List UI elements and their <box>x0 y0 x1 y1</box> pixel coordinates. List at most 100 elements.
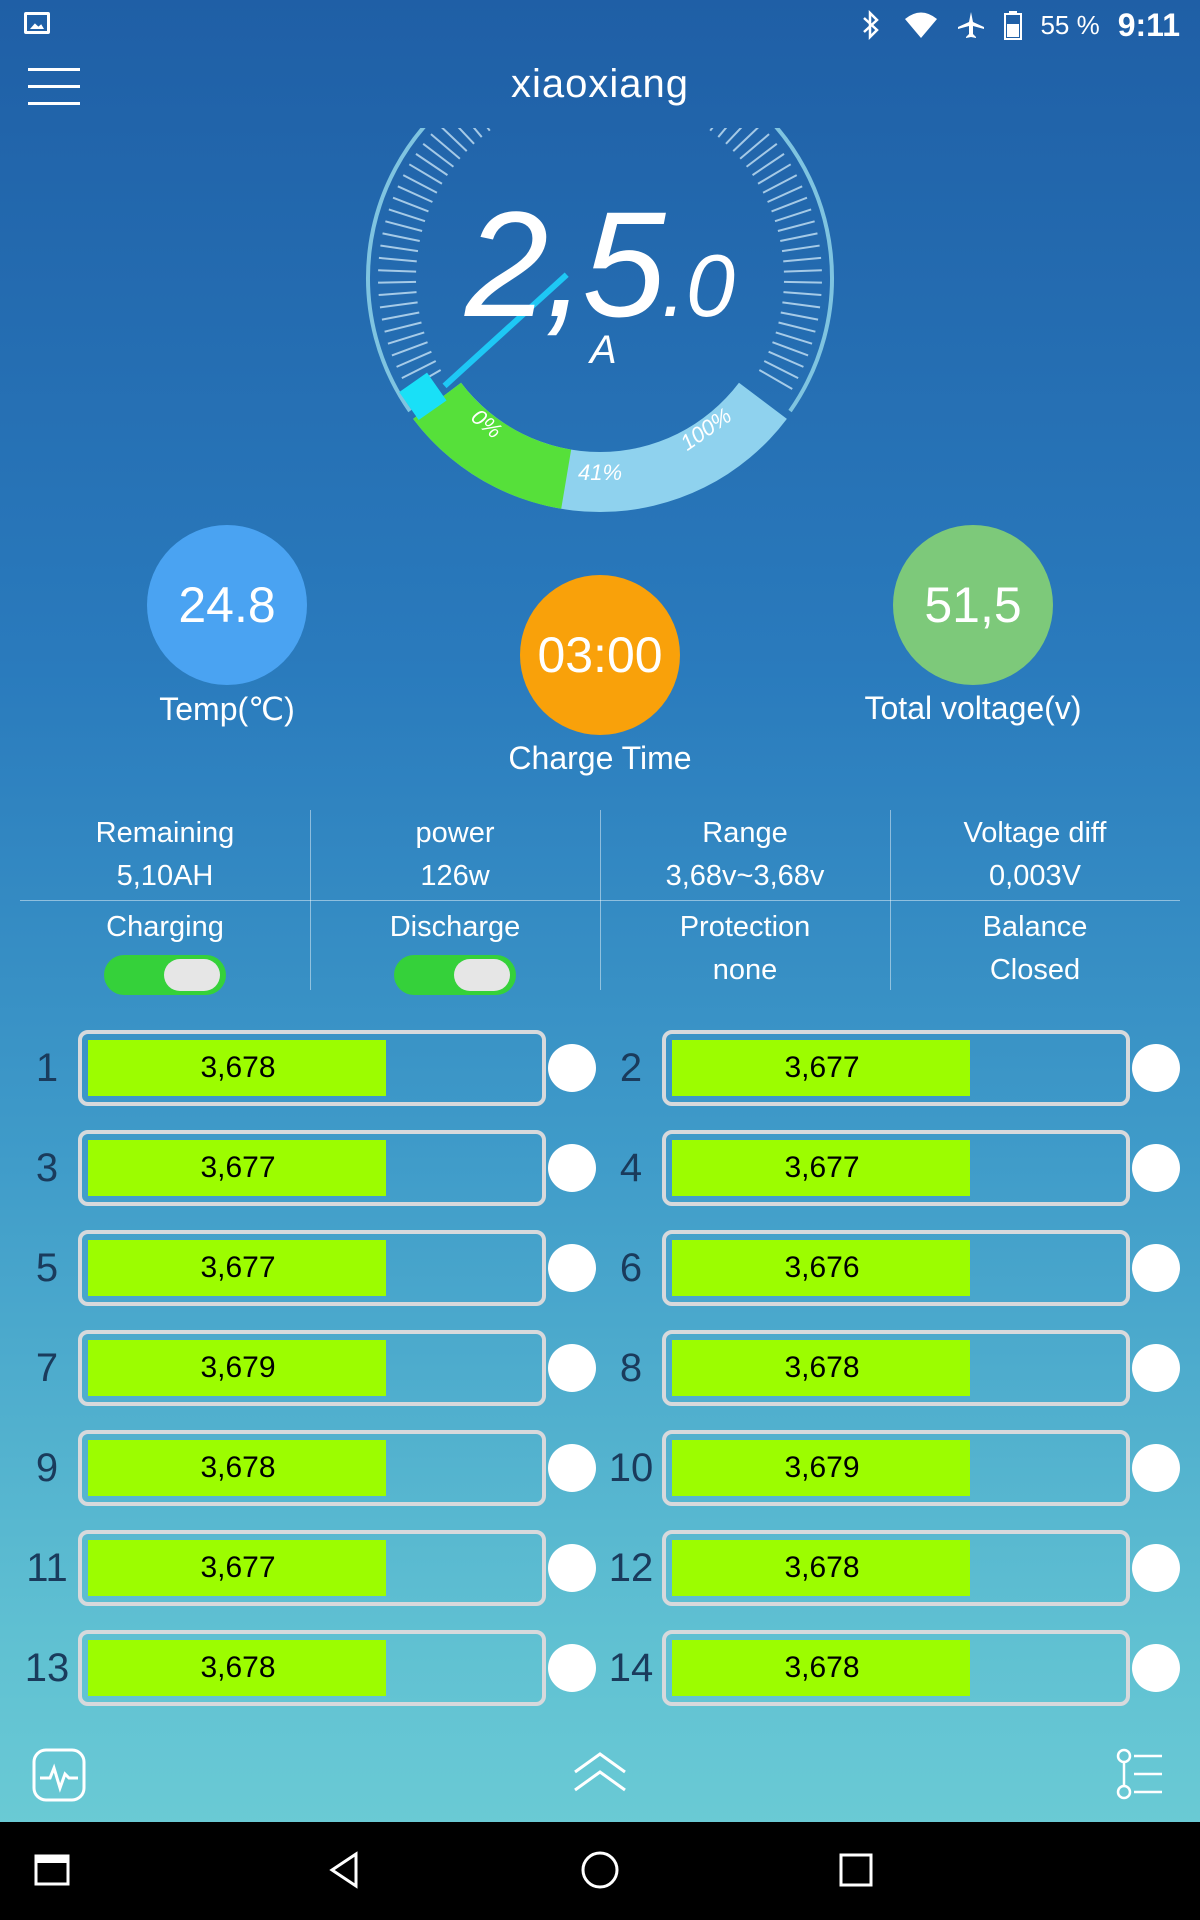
voltage-diff-label: Voltage diff <box>963 817 1107 849</box>
cell-voltage-fill <box>88 1040 386 1096</box>
page-title: xiaoxiang <box>510 62 689 106</box>
gauge-tick <box>430 133 461 160</box>
cell-voltage-value: 3,676 <box>784 1251 860 1284</box>
cell-row: 11 3,677 <box>12 1526 602 1606</box>
cell-number: 12 <box>608 1546 654 1590</box>
remaining-label: Remaining <box>95 817 235 849</box>
clock: 9:11 <box>1117 6 1180 43</box>
cell-voltage-value: 3,677 <box>784 1151 860 1184</box>
cell-voltage-value: 3,677 <box>200 1551 276 1584</box>
gauge-tick <box>780 232 818 242</box>
cell-voltage-fill <box>672 1540 970 1596</box>
gauge-tick <box>438 124 468 152</box>
system-nav-bar <box>0 1822 1200 1920</box>
gauge-tick <box>380 244 419 253</box>
cell-voltage-bar: 3,676 <box>662 1230 1130 1306</box>
cell-balance-indicator <box>548 1244 596 1292</box>
gauge-tick <box>751 153 785 176</box>
window-icon[interactable] <box>34 1850 70 1895</box>
cell-voltage-value: 3,677 <box>200 1151 276 1184</box>
cell-number: 2 <box>619 1046 643 1090</box>
gauge-tick <box>388 208 426 223</box>
cell-voltage-bar: 3,679 <box>662 1430 1130 1506</box>
power-value: 126w <box>420 860 490 892</box>
range-label: Range <box>702 817 788 849</box>
menu-icon[interactable] <box>28 68 80 108</box>
gauge-tick <box>763 360 799 379</box>
cell-balance-indicator <box>1132 1144 1180 1192</box>
cell-balance-indicator <box>1132 1344 1180 1392</box>
gauge-tick <box>739 133 770 160</box>
total-voltage-label: Total voltage(v) <box>864 690 1082 726</box>
discharge-toggle[interactable] <box>394 955 516 995</box>
settings-list-icon[interactable] <box>1116 1748 1166 1805</box>
cell-row: 10 3,679 <box>596 1426 1186 1506</box>
cell-voltage-value: 3,678 <box>784 1551 860 1584</box>
waveform-icon[interactable] <box>32 1748 86 1807</box>
cell-voltage-value: 3,677 <box>200 1251 276 1284</box>
gallery-notification-icon <box>24 12 50 34</box>
cell-voltage-bar: 3,677 <box>662 1130 1130 1206</box>
cell-number: 6 <box>619 1246 643 1290</box>
gauge-tick <box>408 163 443 185</box>
charging-toggle[interactable] <box>104 955 226 995</box>
gauge-tick <box>732 124 762 152</box>
cell-voltage-value: 3,679 <box>200 1351 276 1384</box>
gauge-tick <box>767 185 803 203</box>
gauge-tick <box>396 350 432 368</box>
cell-number: 11 <box>26 1546 68 1590</box>
cell-number: 5 <box>35 1246 59 1290</box>
bottom-toolbar <box>0 1740 1200 1820</box>
cell-balance-indicator <box>548 1644 596 1692</box>
cell-voltage-bar: 3,678 <box>662 1630 1130 1706</box>
protection-label: Protection <box>679 911 811 943</box>
gauge-tick <box>397 185 433 203</box>
cell-voltage-fill <box>672 1340 970 1396</box>
gauge-tick <box>391 341 428 357</box>
cell-balance-indicator <box>1132 1544 1180 1592</box>
cell-row: 14 3,678 <box>596 1626 1186 1706</box>
wifi-icon <box>904 10 938 40</box>
cell-voltage-bar: 3,678 <box>78 1630 546 1706</box>
cell-number: 1 <box>35 1046 59 1090</box>
gauge-tick <box>401 360 437 379</box>
gauge-tick <box>781 244 820 253</box>
cell-row: 1 3,678 <box>12 1026 602 1106</box>
temperature-label: Temp(℃) <box>159 691 295 727</box>
cell-balance-indicator <box>548 1044 596 1092</box>
cell-voltage-bar: 3,678 <box>662 1530 1130 1606</box>
gauge-tick <box>422 142 455 168</box>
current-gauge: 0% 41% 100% 2,5.0 A <box>360 44 840 538</box>
gauge-tick <box>379 301 418 309</box>
home-icon[interactable] <box>580 1850 620 1895</box>
cell-row: 6 3,676 <box>596 1226 1186 1306</box>
cell-voltage-fill <box>88 1340 386 1396</box>
info-voltage-diff: Voltage diff 0,003V <box>890 812 1180 898</box>
gauge-scale-mid: 41% <box>578 460 622 485</box>
cell-voltage-bar: 3,678 <box>662 1330 1130 1406</box>
balance-label: Balance <box>982 911 1088 943</box>
cell-voltage-value: 3,678 <box>784 1351 860 1384</box>
cell-number: 4 <box>619 1146 643 1190</box>
gauge-tick <box>387 331 425 345</box>
temperature-circle: 24.8 <box>147 525 307 685</box>
cell-voltage-fill <box>672 1040 970 1096</box>
gauge-tick <box>709 99 734 132</box>
gauge-tick <box>378 280 417 284</box>
gauge-tick <box>392 196 429 213</box>
protection-value: none <box>712 954 778 986</box>
gauge-tick <box>783 280 822 284</box>
battery-percent: 55 % <box>1040 9 1100 40</box>
gauge-tick <box>774 208 812 223</box>
back-icon[interactable] <box>326 1850 362 1895</box>
gauge-tick <box>772 341 809 357</box>
cell-balance-indicator <box>1132 1644 1180 1692</box>
cell-voltage-fill <box>672 1240 970 1296</box>
cell-balance-indicator <box>1132 1044 1180 1092</box>
info-remaining: Remaining 5,10AH <box>20 812 310 898</box>
charging-label: Charging <box>106 911 224 943</box>
range-value: 3,68v~3,68v <box>665 860 825 892</box>
voltage-diff-value: 0,003V <box>989 860 1081 892</box>
double-chevron-up-icon[interactable] <box>571 1748 629 1801</box>
recents-icon[interactable] <box>838 1850 874 1895</box>
